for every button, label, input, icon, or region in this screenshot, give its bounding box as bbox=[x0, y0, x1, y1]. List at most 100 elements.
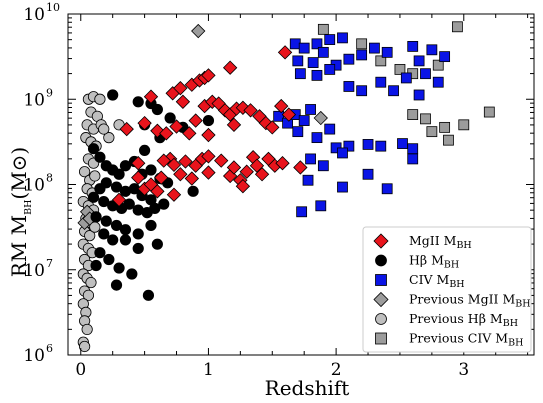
data-point bbox=[201, 149, 216, 164]
legend-label-main: Previous MgII M bbox=[409, 292, 515, 307]
data-point bbox=[143, 89, 159, 104]
data-point bbox=[394, 64, 406, 75]
y-tick-exponent: 7 bbox=[46, 257, 53, 270]
data-point bbox=[98, 195, 110, 208]
data-point bbox=[145, 219, 157, 232]
data-point bbox=[119, 160, 132, 172]
data-point bbox=[202, 114, 215, 127]
data-point bbox=[201, 68, 216, 83]
data-point bbox=[154, 170, 169, 185]
x-tick-label: 0 bbox=[75, 360, 86, 380]
legend-label-sub: BH bbox=[515, 299, 530, 310]
legend-marker bbox=[375, 313, 387, 325]
data-point bbox=[317, 46, 329, 58]
data-point bbox=[158, 198, 170, 210]
data-point bbox=[214, 153, 229, 168]
legend-marker bbox=[375, 332, 387, 345]
data-point bbox=[201, 127, 216, 143]
legend-label: Previous Hβ MBH bbox=[409, 311, 518, 329]
data-point bbox=[439, 51, 451, 63]
data-point bbox=[313, 110, 328, 126]
data-point bbox=[119, 224, 132, 236]
data-point bbox=[159, 126, 174, 141]
data-point bbox=[420, 113, 431, 125]
data-point bbox=[184, 171, 200, 186]
data-point bbox=[243, 103, 258, 118]
data-point bbox=[98, 123, 110, 135]
data-point bbox=[289, 38, 301, 50]
data-point bbox=[110, 279, 123, 291]
data-point bbox=[169, 119, 184, 134]
data-point bbox=[103, 253, 115, 266]
data-point bbox=[292, 55, 304, 67]
legend-label-main: Previous Hβ M bbox=[409, 311, 503, 326]
legend-box bbox=[362, 226, 532, 353]
data-point bbox=[343, 81, 355, 92]
legend-label-sub: BH bbox=[444, 260, 459, 271]
data-point bbox=[89, 170, 101, 182]
y-tick-label: 10 bbox=[23, 5, 45, 25]
data-point bbox=[150, 184, 165, 199]
y-axis-title: RM MBH(M⊙) bbox=[7, 147, 34, 278]
data-point bbox=[113, 168, 125, 180]
data-point bbox=[317, 160, 329, 172]
data-point bbox=[126, 268, 138, 280]
data-point bbox=[324, 64, 336, 75]
data-point bbox=[166, 187, 182, 202]
legend-label: Hβ MBH bbox=[409, 253, 459, 271]
data-point bbox=[369, 42, 380, 54]
data-point bbox=[222, 60, 238, 75]
data-point bbox=[139, 144, 151, 156]
data-point bbox=[343, 140, 355, 152]
legend-marker bbox=[373, 291, 389, 308]
legend-label-main: CIV M bbox=[409, 272, 450, 287]
legend-label-sub: BH bbox=[508, 338, 523, 349]
x-tick-label: 1 bbox=[203, 360, 214, 380]
data-point bbox=[375, 140, 387, 152]
solar-mass-symbol: ⊙ bbox=[7, 155, 31, 172]
data-point bbox=[151, 238, 163, 250]
legend-label: Previous CIV MBH bbox=[409, 331, 523, 349]
data-point bbox=[90, 259, 102, 272]
data-point bbox=[182, 126, 197, 141]
data-point bbox=[87, 143, 100, 155]
data-point bbox=[400, 72, 412, 84]
data-point bbox=[298, 115, 310, 126]
data-point bbox=[235, 179, 251, 194]
data-marks bbox=[77, 21, 495, 353]
x-tick-label: 3 bbox=[458, 360, 469, 380]
data-point bbox=[381, 46, 393, 58]
data-point bbox=[420, 68, 431, 80]
x-axis-title: Redshift bbox=[265, 376, 350, 400]
data-point bbox=[119, 121, 134, 137]
data-point bbox=[337, 181, 348, 193]
data-point bbox=[324, 123, 336, 135]
data-point bbox=[254, 167, 270, 182]
data-point bbox=[110, 181, 123, 193]
data-point bbox=[274, 98, 289, 114]
data-point bbox=[187, 185, 199, 197]
data-point bbox=[311, 132, 323, 144]
data-point bbox=[90, 211, 102, 223]
legend-label-sub: BH bbox=[456, 240, 471, 251]
y-axis-title-close: ) bbox=[7, 147, 31, 155]
data-point bbox=[315, 200, 327, 212]
data-point bbox=[413, 55, 425, 67]
data-point bbox=[375, 76, 387, 88]
data-point bbox=[94, 93, 106, 105]
data-point bbox=[81, 323, 93, 336]
data-point bbox=[107, 89, 119, 101]
data-point bbox=[131, 156, 146, 171]
legend-label: Previous MgII MBH bbox=[409, 292, 531, 310]
data-point bbox=[311, 69, 323, 81]
data-point bbox=[356, 38, 368, 50]
data-point bbox=[413, 89, 425, 101]
data-point bbox=[337, 32, 348, 44]
data-point bbox=[113, 262, 125, 274]
data-point bbox=[103, 132, 115, 144]
legend-label: CIV MBH bbox=[409, 272, 465, 290]
data-point bbox=[343, 53, 355, 65]
data-point bbox=[239, 164, 254, 179]
